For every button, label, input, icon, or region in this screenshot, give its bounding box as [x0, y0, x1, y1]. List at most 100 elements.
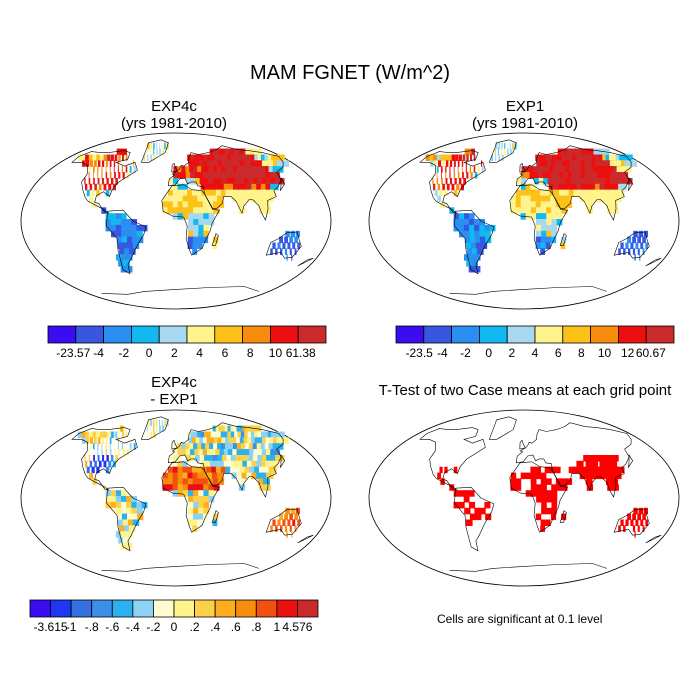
- grid-cell: [88, 172, 90, 179]
- new-zealand-coastline: [645, 257, 662, 267]
- grid-cell: [286, 531, 288, 538]
- north-america-coastline: [71, 427, 138, 491]
- grid-cell: [533, 172, 540, 179]
- north-america-coastline: [419, 150, 486, 214]
- grid-cell: [200, 431, 208, 438]
- grid-cell: [208, 219, 215, 226]
- grid-cell: [110, 154, 114, 161]
- grid-cell: [530, 466, 537, 474]
- grid-cell: [93, 166, 95, 173]
- grid-cell: [479, 224, 486, 232]
- colorbar-tick-label: -2: [460, 346, 471, 360]
- grid-cell: [101, 160, 105, 167]
- grid-cell: [81, 154, 88, 161]
- grid-cell: [535, 466, 541, 474]
- grid-cell: [294, 236, 298, 244]
- grid-cell: [546, 236, 552, 244]
- grid-cell: [153, 142, 155, 150]
- grid-cell: [535, 513, 542, 521]
- grid-cell: [121, 490, 127, 497]
- grid-cell: [105, 449, 108, 456]
- grid-cell: [177, 213, 184, 220]
- grid-cell: [256, 460, 265, 468]
- panel-title-exp4c-line1: EXP4c: [151, 98, 197, 115]
- grid-cell: [515, 484, 522, 491]
- grid-cell: [557, 183, 565, 191]
- grid-cell: [613, 183, 622, 191]
- grid-cell: [252, 178, 262, 185]
- grid-cell: [251, 460, 260, 468]
- grid-cell: [282, 519, 286, 526]
- colorbar-tick-label: 60.67: [636, 346, 666, 360]
- grid-cell: [541, 219, 547, 226]
- grid-cell: [86, 189, 90, 197]
- grid-cell: [268, 466, 277, 474]
- grid-cell: [604, 183, 613, 191]
- grid-cell: [604, 460, 613, 468]
- grid-cell: [126, 230, 133, 238]
- grid-cell: [449, 160, 453, 167]
- greenland-coastline: [140, 139, 169, 163]
- grid-cell: [177, 201, 184, 208]
- grid-cell: [607, 207, 614, 214]
- grid-cell: [251, 195, 259, 203]
- grid-cell: [540, 160, 546, 167]
- grid-cell: [201, 443, 208, 450]
- grid-cell: [551, 224, 558, 232]
- colorbar-tick-label: 12: [621, 346, 635, 360]
- grid-cell: [258, 466, 267, 474]
- grid-cell: [251, 183, 260, 191]
- grid-cell: [548, 154, 556, 161]
- grid-cell: [190, 455, 197, 462]
- grid-cell: [213, 207, 220, 214]
- grid-cell: [469, 224, 476, 232]
- grid-cell: [116, 507, 123, 515]
- north-america-coastline: [71, 150, 138, 214]
- grid-cell: [266, 195, 274, 203]
- grid-cell: [444, 466, 448, 474]
- grid-cell: [540, 248, 546, 255]
- grid-cell: [585, 201, 593, 208]
- grid-cell: [541, 496, 547, 503]
- grid-cell: [192, 472, 199, 480]
- colorbar-tick-label: -.6: [105, 620, 119, 634]
- grid-cell: [85, 460, 88, 468]
- grid-cell: [540, 472, 547, 480]
- grid-cell: [618, 248, 621, 255]
- grid-cell: [516, 189, 522, 197]
- colorbar-box-6: [214, 325, 244, 344]
- grid-cell: [188, 224, 194, 232]
- grid-cell: [294, 513, 298, 521]
- grid-cell: [167, 207, 174, 214]
- grid-cell: [97, 178, 100, 185]
- grid-cell: [450, 178, 453, 185]
- grid-cell: [128, 525, 136, 532]
- grid-cell: [609, 472, 617, 480]
- grid-cell: [530, 484, 537, 491]
- grid-cell: [469, 166, 472, 173]
- grid-cell: [608, 460, 618, 468]
- grid-cell: [203, 219, 210, 226]
- grid-cell: [208, 484, 215, 491]
- grid-cell: [236, 472, 244, 480]
- grid-cell: [290, 230, 295, 238]
- grid-cell: [521, 178, 527, 185]
- grid-cell: [272, 443, 284, 450]
- grid-cell: [172, 466, 179, 474]
- grid-cell: [192, 201, 199, 208]
- grid-cell: [96, 154, 101, 161]
- grid-cell: [136, 230, 143, 238]
- grid-cell: [536, 230, 542, 238]
- grid-cell: [181, 172, 187, 179]
- grid-cell: [88, 455, 91, 462]
- grid-cell: [530, 201, 537, 208]
- grid-cell: [188, 437, 194, 444]
- grid-cell: [217, 166, 225, 173]
- colorbar-tick-label: 4.576: [282, 620, 312, 634]
- grid-cell: [187, 466, 193, 474]
- grid-cell: [96, 431, 101, 438]
- grid-cell: [453, 219, 460, 226]
- grid-cell: [109, 160, 112, 167]
- grid-cell: [198, 513, 204, 521]
- grid-cell: [469, 490, 475, 497]
